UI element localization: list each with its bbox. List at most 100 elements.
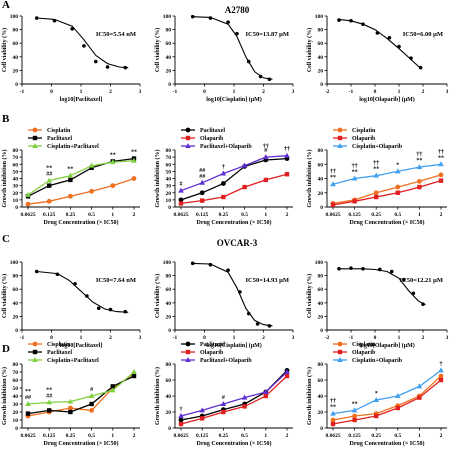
- data-point: [417, 395, 422, 400]
- x-tick-label: 0: [50, 89, 53, 95]
- y-tick-label: 80: [13, 274, 19, 280]
- y-tick-label: 20: [166, 410, 172, 416]
- data-point: [416, 164, 423, 170]
- y-tick-label: 100: [163, 260, 172, 266]
- cell-line-title: A2780: [225, 5, 250, 15]
- y-tick-label: 40: [318, 55, 324, 61]
- legend: Paclitaxel Olaparib Paclitaxel+Olaparib: [181, 341, 252, 364]
- data-point: [226, 268, 230, 272]
- data-point: [32, 357, 38, 362]
- chart-C3: 0 20 40 60 80 100 Cell viability (%) -2 -1 0 1 2 3 lo…: [306, 260, 449, 349]
- y-axis-label: Cell viability (%): [154, 274, 161, 318]
- data-point: [93, 59, 98, 64]
- y-tick-label: 20: [13, 68, 19, 74]
- y-tick-label: 20: [13, 314, 19, 320]
- data-point: [199, 190, 205, 196]
- y-tick-label: 60: [13, 287, 19, 293]
- significance-mark: **: [330, 405, 336, 411]
- significance-mark: **: [110, 152, 116, 158]
- y-tick-label: 20: [166, 191, 172, 197]
- y-tick-label: 0: [15, 426, 18, 432]
- x-tick-label: 0.25: [219, 212, 229, 218]
- x-tick-label: 0.125: [43, 433, 56, 439]
- data-point: [82, 44, 86, 48]
- x-tick-label: 3: [292, 89, 295, 95]
- series-line: [180, 157, 288, 201]
- data-point: [131, 369, 137, 374]
- significance-mark: ††: [263, 144, 269, 150]
- data-point: [241, 162, 248, 168]
- data-point: [395, 184, 401, 190]
- x-axis-label: Drug Concentration (× IC50): [44, 219, 119, 226]
- series-line: [332, 379, 442, 425]
- series-line: [27, 157, 135, 197]
- data-point: [25, 191, 31, 197]
- legend-label: Paclitaxel: [200, 342, 225, 348]
- y-tick-label: 80: [318, 28, 324, 34]
- data-point: [199, 407, 205, 413]
- data-point: [89, 401, 94, 407]
- y-tick-label: 0: [168, 328, 171, 334]
- data-point: [411, 291, 416, 296]
- x-axis-label: Drug Concentration (× IC50): [197, 219, 272, 226]
- legend: Cisplatin Paclitaxel Cisplatin+Paclitaxel: [28, 341, 99, 364]
- data-point: [226, 20, 230, 24]
- x-tick-label: 0: [374, 335, 377, 341]
- data-point: [337, 349, 343, 355]
- series-line: [27, 177, 135, 205]
- x-axis-label: log10[Olaparib] (μM): [359, 342, 415, 349]
- significance-mark: #: [180, 182, 183, 188]
- fit-curve: [192, 16, 273, 80]
- y-tick-label: 60: [318, 378, 324, 384]
- series-line: [27, 371, 135, 405]
- y-tick-label: 40: [13, 301, 19, 307]
- data-point: [25, 201, 31, 207]
- y-tick-label: 80: [166, 148, 172, 154]
- data-point: [89, 408, 94, 413]
- data-point: [374, 413, 379, 419]
- y-tick-label: 40: [318, 394, 324, 400]
- y-tick-label: 80: [318, 362, 324, 368]
- y-tick-label: 60: [318, 41, 324, 47]
- y-tick-label: 60: [318, 162, 324, 168]
- y-tick-label: 40: [166, 301, 172, 307]
- x-tick-label: 0: [374, 89, 377, 95]
- x-tick-label: 0.125: [196, 212, 209, 218]
- data-point: [178, 187, 184, 193]
- data-point: [200, 198, 205, 203]
- significance-mark: #: [264, 148, 267, 154]
- data-point: [110, 159, 116, 165]
- y-tick-label: 20: [13, 410, 19, 416]
- data-point: [330, 410, 336, 416]
- y-axis-label: Growth inhibition (%): [1, 367, 8, 425]
- ic50-annotation: IC50=12.21 μM: [400, 277, 444, 284]
- y-tick-label: 80: [318, 148, 324, 154]
- data-point: [190, 14, 195, 19]
- x-axis-label: Drug Concentration (× IC50): [44, 440, 119, 447]
- x-tick-label: 2: [422, 89, 425, 95]
- x-tick-label: 0.25: [66, 212, 76, 218]
- data-point: [349, 18, 353, 23]
- series-line: [27, 373, 135, 417]
- data-point: [238, 290, 242, 294]
- data-point: [373, 397, 379, 402]
- data-point: [199, 179, 205, 185]
- x-axis-label: Drug Concentration (× IC50): [350, 219, 425, 226]
- chart-D2: 0 20 40 60 80 Growth inhibition (%) 0.0625 0.12…: [154, 341, 293, 447]
- significance-mark: **: [131, 150, 137, 156]
- x-tick-label: 0.0625: [325, 212, 340, 218]
- y-tick-label: 40: [13, 55, 19, 61]
- significance-mark: ##: [199, 174, 205, 180]
- data-point: [185, 357, 191, 362]
- x-tick-label: 1: [264, 212, 267, 218]
- data-point: [374, 194, 379, 200]
- data-point: [421, 302, 425, 306]
- data-point: [349, 266, 353, 270]
- x-tick-label: 0: [50, 335, 53, 341]
- data-point: [131, 176, 137, 181]
- significance-mark: #: [222, 395, 225, 401]
